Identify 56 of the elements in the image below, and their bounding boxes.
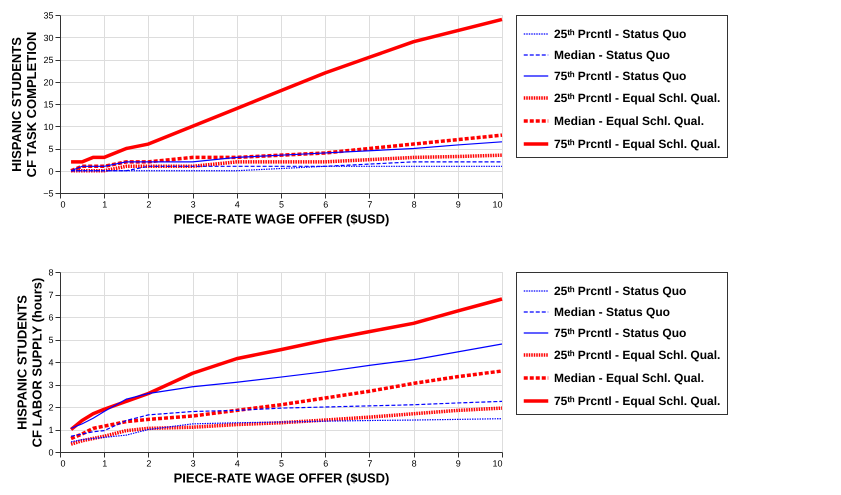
x-tick-label: 2 xyxy=(146,200,152,210)
legend-label: Median - Status Quo xyxy=(554,48,670,62)
y-tick-label: 6 xyxy=(48,312,54,322)
legend-label: 25ᵗʰ Prcntl - Status Quo xyxy=(554,27,686,41)
y-tick-label: 8 xyxy=(48,268,54,278)
x-tick-label: 9 xyxy=(456,458,461,468)
y-tick-label: 15 xyxy=(43,100,54,110)
y-tick-label: 5 xyxy=(48,144,54,154)
legend-label: 25ᵗʰ Prcntl - Equal Schl. Qual. xyxy=(554,348,720,362)
y-tick-label: 5 xyxy=(48,335,54,345)
y-tick-label: 7 xyxy=(48,290,54,300)
x-tick-label: 9 xyxy=(456,200,461,210)
y-tick-label: 3 xyxy=(48,380,54,390)
y-tick-label: 4 xyxy=(48,358,54,368)
x-tick-label: 7 xyxy=(367,200,372,210)
x-tick-label: 5 xyxy=(278,458,284,468)
y-tick-label: 25 xyxy=(43,55,54,65)
y-tick-label: 0 xyxy=(48,448,54,458)
y-tick-label: 20 xyxy=(43,77,54,88)
x-tick-label: 10 xyxy=(492,200,502,210)
x-tick-label: 5 xyxy=(278,200,284,210)
x-tick-label: 1 xyxy=(102,458,108,468)
y-tick-label: 2 xyxy=(48,402,54,412)
x-tick-label: 8 xyxy=(412,458,417,468)
y-tick-label: 0 xyxy=(48,166,54,176)
legend-label: 75ᵗʰ Prcntl - Equal Schl. Qual. xyxy=(554,394,720,408)
x-axis-title: PIECE-RATE WAGE OFFER ($USD) xyxy=(174,470,390,486)
x-tick-label: 3 xyxy=(190,200,196,210)
x-tick-label: 0 xyxy=(60,458,66,468)
legend-label: 75ᵗʰ Prcntl - Status Quo xyxy=(554,69,686,83)
x-tick-label: 3 xyxy=(190,458,196,468)
y-tick-label: 35 xyxy=(43,10,54,20)
x-tick-label: 10 xyxy=(492,458,502,468)
y-tick-label: 10 xyxy=(43,122,54,132)
x-tick-label: 1 xyxy=(102,200,108,210)
legend-label: 75ᵗʰ Prcntl - Equal Schl. Qual. xyxy=(554,137,720,151)
y-axis-title: HISPANIC STUDENTS CF TASK COMPLETION xyxy=(9,32,40,178)
legend-label: 75ᵗʰ Prcntl - Status Quo xyxy=(554,326,686,340)
x-tick-label: 2 xyxy=(146,458,152,468)
x-tick-label: 4 xyxy=(234,458,240,468)
x-tick-label: 8 xyxy=(412,200,417,210)
x-tick-label: 0 xyxy=(60,200,66,210)
x-tick-label: 6 xyxy=(323,458,328,468)
y-axis-title: HISPANIC STUDENTS CF LABOR SUPPLY (hours) xyxy=(14,278,44,448)
legend-label: Median - Equal Schl. Qual. xyxy=(554,114,704,128)
x-tick-label: 7 xyxy=(367,458,372,468)
y-tick-label: −5 xyxy=(43,188,54,198)
x-tick-label: 6 xyxy=(323,200,328,210)
x-axis-title: PIECE-RATE WAGE OFFER ($USD) xyxy=(174,212,390,226)
x-tick-label: 4 xyxy=(234,200,240,210)
y-tick-label: 1 xyxy=(48,425,54,435)
legend-label: Median - Equal Schl. Qual. xyxy=(554,371,704,385)
legend-label: 25ᵗʰ Prcntl - Status Quo xyxy=(554,284,686,298)
legend-label: 25ᵗʰ Prcntl - Equal Schl. Qual. xyxy=(554,91,720,105)
y-tick-label: 30 xyxy=(43,32,54,43)
legend-label: Median - Status Quo xyxy=(554,305,670,319)
